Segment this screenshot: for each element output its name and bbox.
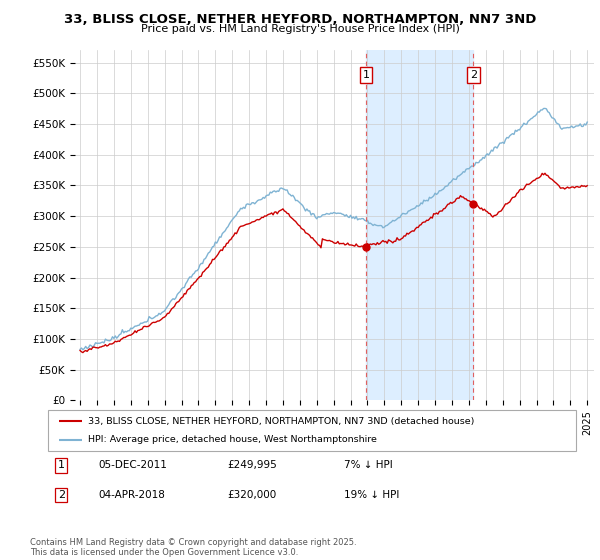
Text: 2: 2 <box>470 70 477 80</box>
Text: 1: 1 <box>58 460 65 470</box>
Text: 19% ↓ HPI: 19% ↓ HPI <box>344 490 399 500</box>
Bar <box>366 50 473 400</box>
Text: 33, BLISS CLOSE, NETHER HEYFORD, NORTHAMPTON, NN7 3ND (detached house): 33, BLISS CLOSE, NETHER HEYFORD, NORTHAM… <box>88 417 474 426</box>
Text: 33, BLISS CLOSE, NETHER HEYFORD, NORTHAMPTON, NN7 3ND: 33, BLISS CLOSE, NETHER HEYFORD, NORTHAM… <box>64 13 536 26</box>
Text: Contains HM Land Registry data © Crown copyright and database right 2025.
This d: Contains HM Land Registry data © Crown c… <box>30 538 356 557</box>
Text: £320,000: £320,000 <box>227 490 277 500</box>
Text: 04-APR-2018: 04-APR-2018 <box>98 490 165 500</box>
Text: Price paid vs. HM Land Registry's House Price Index (HPI): Price paid vs. HM Land Registry's House … <box>140 24 460 34</box>
Text: 7% ↓ HPI: 7% ↓ HPI <box>344 460 392 470</box>
Text: 1: 1 <box>362 70 370 80</box>
Text: 05-DEC-2011: 05-DEC-2011 <box>98 460 167 470</box>
Text: HPI: Average price, detached house, West Northamptonshire: HPI: Average price, detached house, West… <box>88 436 376 445</box>
Text: 2: 2 <box>58 490 65 500</box>
Text: £249,995: £249,995 <box>227 460 277 470</box>
